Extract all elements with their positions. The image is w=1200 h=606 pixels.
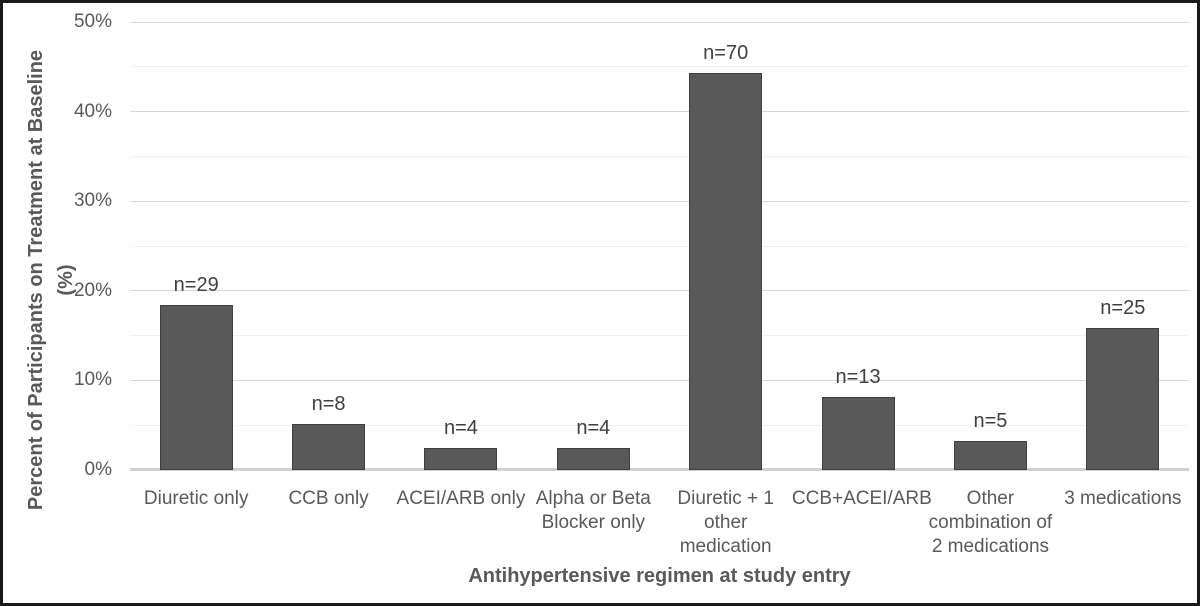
minor-gridline-15pct bbox=[130, 335, 1189, 337]
y-tick-label-40pct: 40% bbox=[73, 100, 112, 122]
y-tick-label-0pct: 0% bbox=[84, 459, 112, 480]
x-axis-title: Antihypertensive regimen at study entry bbox=[468, 565, 851, 587]
plot-area: n=29 n=8 n=4 n=4 n=70 n=13 n=5 n=25 bbox=[130, 21, 1189, 471]
major-gridline-50pct bbox=[130, 21, 1189, 23]
x-category-label-other-combination-of-2-medications: Other combination of 2 medications bbox=[928, 488, 1053, 557]
bar-ccb-only bbox=[292, 424, 366, 470]
x-category-label-diuretic-only: Diuretic only bbox=[143, 488, 249, 509]
bar-count-label-diuretic-1-other-medication: n=70 bbox=[703, 42, 749, 65]
x-category-label-ccb-only: CCB only bbox=[288, 488, 369, 509]
x-category-label-alpha-or-beta-blocker-only: Alpha or Beta Blocker only bbox=[535, 488, 651, 533]
y-tick-label-10pct: 10% bbox=[73, 369, 112, 391]
bar-diuretic-1-other-medication bbox=[689, 73, 763, 470]
bar-count-label-other-combination-of-2-medications: n=5 bbox=[973, 410, 1008, 433]
major-gridline-40pct bbox=[130, 111, 1189, 113]
major-gridline-20pct bbox=[130, 290, 1189, 292]
x-category-label-diuretic-1-other-medication: Diuretic + 1 other medication bbox=[677, 488, 774, 557]
bar-other-combination-of-2-medications bbox=[953, 441, 1027, 470]
x-category-label-ccb-acei-arb: CCB+ACEI/ARB bbox=[791, 488, 932, 509]
x-axis-line bbox=[130, 468, 1189, 471]
bar-acei-arb-only bbox=[424, 447, 498, 470]
bar-3-medications bbox=[1086, 328, 1160, 470]
x-axis-category-labels: Diuretic only CCB only ACEI/ARB only Alpha … bbox=[130, 487, 1189, 563]
bar-count-label-ccb-acei-arb: n=13 bbox=[835, 365, 881, 388]
y-tick-label-20pct: 20% bbox=[73, 279, 112, 301]
minor-gridline-5pct bbox=[130, 424, 1189, 426]
x-category-label-3-medications: 3 medications bbox=[1064, 488, 1182, 509]
minor-gridline-25pct bbox=[130, 245, 1189, 247]
bar-count-label-3-medications: n=25 bbox=[1100, 297, 1146, 320]
y-axis-tick-labels: 0% 10% 20% 30% 40% 50% bbox=[3, 11, 112, 480]
bar-count-label-alpha-or-beta-blocker-only: n=4 bbox=[576, 416, 611, 439]
bar-alpha-or-beta-blocker-only bbox=[556, 447, 630, 470]
bar-ccb-acei-arb bbox=[821, 396, 895, 470]
bar-count-label-diuretic-only: n=29 bbox=[173, 274, 219, 297]
y-tick-label-50pct: 50% bbox=[73, 11, 112, 32]
major-gridline-10pct bbox=[130, 379, 1189, 381]
y-tick-label-30pct: 30% bbox=[73, 190, 112, 212]
bar-count-label-ccb-only: n=8 bbox=[311, 393, 346, 416]
x-category-label-acei-arb-only: ACEI/ARB only bbox=[396, 488, 526, 509]
minor-gridline-35pct bbox=[130, 155, 1189, 157]
minor-gridline-45pct bbox=[130, 66, 1189, 68]
bar-count-label-acei-arb-only: n=4 bbox=[443, 416, 478, 439]
bar-diuretic-only bbox=[159, 305, 233, 470]
major-gridline-30pct bbox=[130, 200, 1189, 202]
